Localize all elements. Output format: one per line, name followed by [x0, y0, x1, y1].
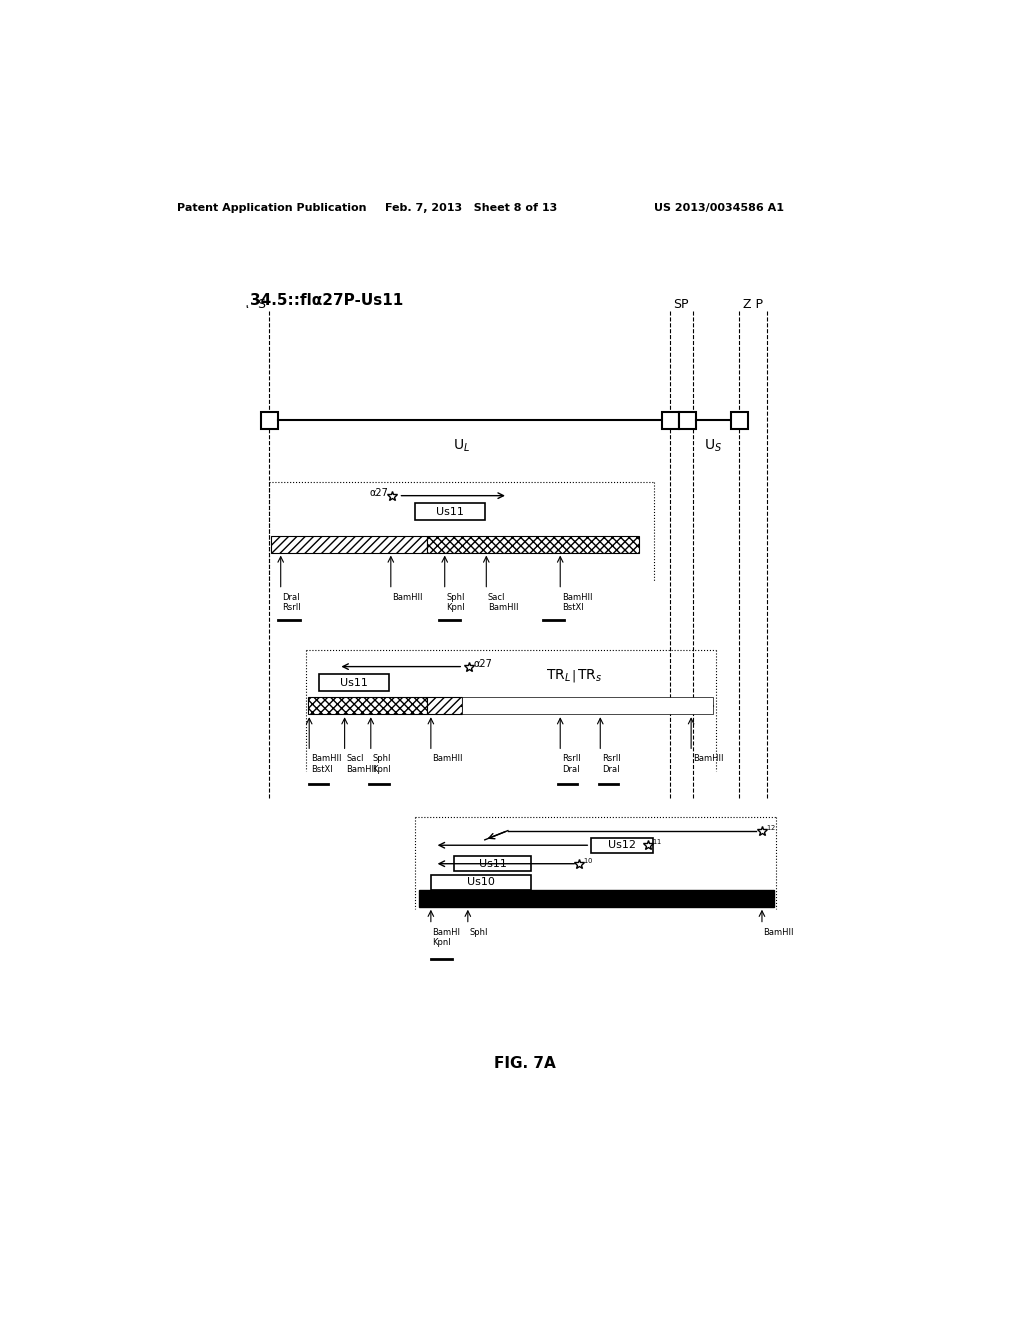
Bar	[427, 697, 462, 714]
Text: SphI: SphI	[446, 593, 465, 602]
Text: TR$_s$: TR$_s$	[606, 891, 632, 907]
Text: DraI: DraI	[602, 766, 620, 774]
Text: Us11: Us11	[478, 859, 507, 869]
Text: BamHII: BamHII	[310, 755, 341, 763]
Text: SphI: SphI	[469, 928, 487, 937]
Text: BamHI: BamHI	[432, 928, 461, 937]
Text: DraI: DraI	[283, 593, 300, 602]
Text: α27: α27	[370, 487, 388, 498]
Text: U$_L$: U$_L$	[453, 437, 470, 454]
Text: |: |	[571, 669, 575, 682]
Text: Z P: Z P	[742, 298, 763, 312]
Text: S: S	[257, 298, 265, 312]
Bar	[319, 675, 388, 692]
Text: BamHII: BamHII	[487, 603, 518, 612]
Text: RsrII: RsrII	[602, 755, 621, 763]
Text: RsrII: RsrII	[562, 755, 581, 763]
Text: BamHII: BamHII	[692, 755, 723, 763]
Text: BstXI: BstXI	[562, 603, 584, 612]
Text: Patent Application Publication: Patent Application Publication	[177, 203, 367, 213]
Bar	[416, 503, 484, 520]
Text: Us12: Us12	[608, 841, 636, 850]
Text: DraI: DraI	[562, 766, 580, 774]
Text: RsrII: RsrII	[283, 603, 301, 612]
Text: $_{10}$: $_{10}$	[583, 855, 593, 866]
Bar	[454, 857, 531, 871]
Text: Us10: Us10	[467, 878, 495, 887]
Bar	[679, 412, 695, 429]
Bar	[261, 412, 279, 429]
Text: SphI: SphI	[373, 755, 391, 763]
Text: BamHII: BamHII	[392, 593, 423, 602]
Text: TR$_L$: TR$_L$	[546, 668, 571, 684]
Text: $_{12}$: $_{12}$	[766, 822, 776, 833]
Text: KpnI: KpnI	[373, 766, 391, 774]
Text: BamHII: BamHII	[562, 593, 592, 602]
Text: KpnI: KpnI	[446, 603, 465, 612]
Text: Us11: Us11	[340, 677, 368, 688]
Text: BamHII: BamHII	[432, 755, 463, 763]
Text: Kpnl: Kpnl	[432, 939, 451, 948]
Text: TR$_s$: TR$_s$	[578, 668, 602, 684]
Text: US 2013/0034586 A1: US 2013/0034586 A1	[654, 203, 784, 213]
Text: $_{11}$: $_{11}$	[652, 837, 662, 847]
Text: SacI: SacI	[487, 593, 505, 602]
Bar	[419, 890, 774, 907]
Text: α27: α27	[474, 659, 493, 668]
Text: U$_S$: U$_S$	[705, 437, 723, 454]
Text: FIG. 7A: FIG. 7A	[494, 1056, 556, 1071]
Bar	[591, 838, 652, 853]
Bar	[462, 697, 713, 714]
Text: SacI: SacI	[346, 755, 364, 763]
Text: Us11: Us11	[436, 507, 464, 517]
Bar	[270, 536, 427, 553]
Text: Feb. 7, 2013   Sheet 8 of 13: Feb. 7, 2013 Sheet 8 of 13	[385, 203, 557, 213]
Bar	[431, 875, 531, 890]
Text: |: |	[600, 892, 604, 906]
Text: BamHII: BamHII	[346, 766, 377, 774]
Text: ͅ34.5::flα27P-Us11: ͅ34.5::flα27P-Us11	[250, 293, 403, 308]
Text: U$_s$: U$_s$	[582, 891, 599, 907]
Text: BamHII: BamHII	[764, 928, 794, 937]
Text: BstXI: BstXI	[310, 766, 333, 774]
Bar	[427, 536, 639, 553]
Bar	[731, 412, 749, 429]
Text: SP: SP	[674, 298, 689, 312]
Bar	[662, 412, 679, 429]
Bar	[307, 697, 427, 714]
